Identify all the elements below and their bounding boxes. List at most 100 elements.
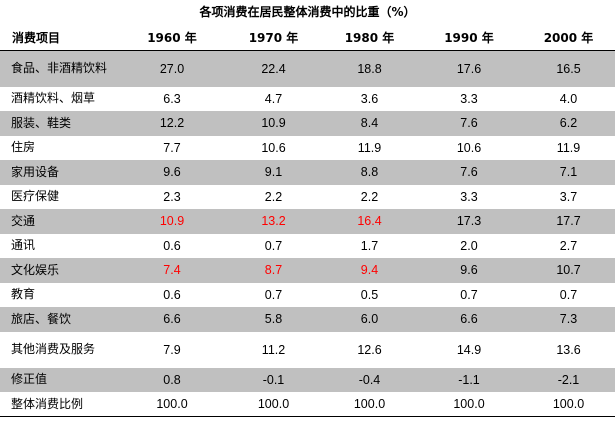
value-cell: 2.3	[163, 189, 181, 204]
value-cell: 7.7	[163, 140, 181, 155]
value-cell: 0.7	[264, 238, 283, 253]
value-cell: 2.2	[360, 189, 379, 204]
header-year: 1970 年	[248, 30, 299, 45]
value-cell: 12.2	[159, 116, 185, 131]
value-cell: 10.6	[261, 140, 286, 155]
value-cell: -1.1	[458, 372, 480, 387]
value-cell: 2.2	[264, 189, 283, 204]
value-cell: 8.8	[360, 165, 379, 180]
value-cell: 11.9	[357, 140, 382, 155]
value-cell: 6.6	[460, 312, 478, 327]
value-cell: 100.0	[552, 397, 585, 411]
value-cell: 4.0	[559, 91, 578, 106]
row-label: 住房	[11, 140, 36, 155]
value-cell: 17.7	[556, 214, 581, 229]
value-cell: 100.0	[353, 397, 386, 411]
value-cell: 3.6	[360, 91, 379, 106]
row-label: 通讯	[11, 238, 36, 253]
table-row: 旅店、餐饮 6.6 5.8 6.0 6.6 7.3	[0, 307, 615, 332]
value-cell: 6.2	[559, 116, 578, 131]
table-row: 交通 10.9 13.2 16.4 17.3 17.7	[0, 209, 615, 234]
header-year: 1960 年	[147, 30, 197, 45]
table-header-row: 消费项目 1960 年 1970 年 1980 年 1990 年 2000 年	[0, 24, 615, 51]
table-row: 其他消费及服务 7.9 11.2 12.6 14.9 13.6	[0, 332, 615, 368]
value-cell: 13.2	[261, 214, 286, 229]
value-cell: 7.9	[163, 342, 181, 357]
value-cell: 10.7	[556, 263, 581, 278]
row-label: 教育	[11, 287, 36, 302]
footnote-fragment	[0, 416, 615, 421]
value-cell: 9.6	[460, 263, 478, 278]
row-label: 服装、鞋类	[11, 115, 72, 130]
value-cell: 7.1	[559, 165, 578, 180]
value-cell: -0.4	[358, 372, 381, 387]
value-cell: 7.6	[460, 116, 478, 131]
value-cell: 22.4	[261, 61, 286, 76]
row-label: 医疗保健	[11, 189, 60, 204]
row-label: 酒精饮料、烟草	[11, 91, 96, 106]
table-row: 家用设备 9.6 9.1 8.8 7.6 7.1	[0, 160, 615, 185]
value-cell: 1.7	[360, 238, 379, 253]
value-cell: 0.5	[360, 287, 379, 302]
value-cell: 100.0	[156, 397, 188, 411]
value-cell: 18.8	[357, 61, 382, 76]
value-cell: 10.9	[261, 116, 286, 131]
table-row: 酒精饮料、烟草 6.3 4.7 3.6 3.3 4.0	[0, 87, 615, 112]
value-cell: 17.6	[456, 61, 482, 76]
value-cell: 0.7	[460, 287, 478, 302]
table-body: 食品、非酒精饮料 27.0 22.4 18.8 17.6 16.5 酒精饮料、烟草 6.3 4.…	[0, 50, 615, 417]
value-cell: 6.6	[163, 312, 181, 327]
value-cell: 7.3	[559, 312, 578, 327]
row-label: 整体消费比例	[11, 396, 84, 411]
value-cell: 17.3	[456, 214, 482, 229]
value-cell: 9.4	[360, 263, 379, 278]
value-cell: 8.7	[264, 263, 283, 278]
table-title: 各项消费在居民整体消费中的比重（%）	[199, 5, 416, 19]
row-label: 旅店、餐饮	[11, 311, 72, 326]
value-cell: 10.9	[159, 214, 185, 229]
table-row: 服装、鞋类 12.2 10.9 8.4 7.6 6.2	[0, 111, 615, 136]
value-cell: 27.0	[159, 61, 185, 76]
value-cell: 16.5	[556, 61, 581, 76]
header-item: 消费项目	[12, 30, 61, 45]
value-cell: 9.6	[163, 165, 181, 180]
value-cell: 6.0	[360, 312, 379, 327]
value-cell: 0.6	[163, 287, 181, 302]
value-cell: 3.7	[559, 189, 578, 204]
value-cell: 9.1	[264, 165, 283, 180]
value-cell: 12.6	[357, 342, 382, 357]
table-row: 住房 7.7 10.6 11.9 10.6 11.9	[0, 136, 615, 161]
table-row: 医疗保健 2.3 2.2 2.2 3.3 3.7	[0, 185, 615, 210]
value-cell: 7.6	[460, 165, 478, 180]
value-cell: 11.9	[556, 140, 581, 155]
table-row: 整体消费比例 100.0 100.0 100.0 100.0 100.0	[0, 392, 615, 417]
value-cell: 4.7	[264, 91, 283, 106]
value-cell: 11.2	[261, 342, 286, 357]
value-cell: 100.0	[257, 397, 290, 411]
header-year: 1980 年	[344, 30, 395, 45]
value-cell: 2.0	[460, 238, 478, 253]
row-label: 修正值	[11, 372, 48, 387]
value-cell: 0.8	[163, 372, 181, 387]
value-cell: 14.9	[456, 342, 482, 357]
header-year: 1990 年	[444, 30, 494, 45]
value-cell: 7.4	[163, 263, 181, 278]
value-cell: 3.3	[460, 189, 478, 204]
row-label: 食品、非酒精饮料	[11, 61, 108, 76]
table-row: 教育 0.6 0.7 0.5 0.7 0.7	[0, 283, 615, 308]
table-row: 修正值 0.8 -0.1 -0.4 -1.1 -2.1	[0, 367, 615, 392]
value-cell: 16.4	[357, 214, 382, 229]
header-year: 2000 年	[543, 30, 594, 45]
value-cell: 2.7	[559, 238, 578, 253]
table-row: 文化娱乐 7.4 8.7 9.4 9.6 10.7	[0, 258, 615, 283]
row-label: 交通	[11, 213, 36, 228]
value-cell: 0.7	[264, 287, 283, 302]
row-label: 其他消费及服务	[11, 342, 96, 356]
value-cell: 0.7	[559, 287, 578, 302]
consumption-share-table: 消费项目 1960 年 1970 年 1980 年 1990 年 2000 年 …	[0, 24, 615, 417]
value-cell: 5.8	[264, 312, 283, 327]
value-cell: 0.6	[163, 238, 181, 253]
value-cell: 6.3	[163, 91, 181, 106]
value-cell: -0.1	[262, 372, 285, 387]
value-cell: 8.4	[360, 116, 379, 131]
